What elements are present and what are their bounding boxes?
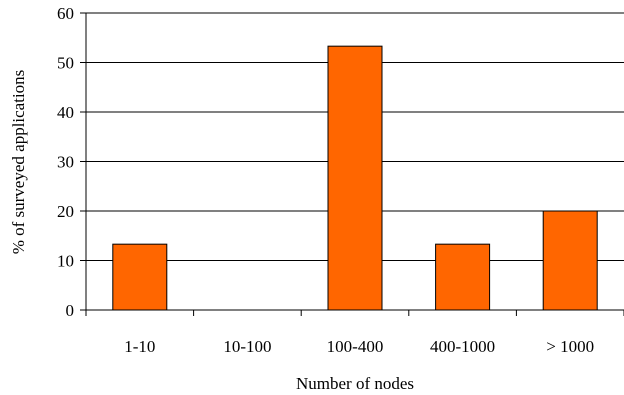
x-tick-labels: 1-10 10-100 100-400 400-1000 > 1000 <box>124 337 594 356</box>
x-tick-label: 100-400 <box>327 337 384 356</box>
y-tick-label: 20 <box>57 202 74 221</box>
x-tick-label: 400-1000 <box>430 337 495 356</box>
axes <box>80 12 624 316</box>
y-axis-title: % of surveyed applications <box>9 70 28 255</box>
y-tick-label: 40 <box>57 103 74 122</box>
bar-3 <box>435 243 491 311</box>
y-tick-label: 0 <box>66 301 75 320</box>
x-tick-label: 10-100 <box>223 337 271 356</box>
y-tick-label: 30 <box>57 153 74 172</box>
bar-0 <box>112 243 168 311</box>
bars <box>112 45 598 311</box>
x-tick-label: > 1000 <box>546 337 594 356</box>
y-tick-label: 50 <box>57 54 74 73</box>
bar-4 <box>542 210 598 311</box>
y-tick-label: 10 <box>57 252 74 271</box>
x-tick-label: 1-10 <box>124 337 155 356</box>
bar-2 <box>327 45 383 311</box>
x-axis-title: Number of nodes <box>296 374 414 393</box>
y-tick-label: 60 <box>57 4 74 23</box>
y-tick-labels: 0 10 20 30 40 50 60 <box>57 4 74 320</box>
